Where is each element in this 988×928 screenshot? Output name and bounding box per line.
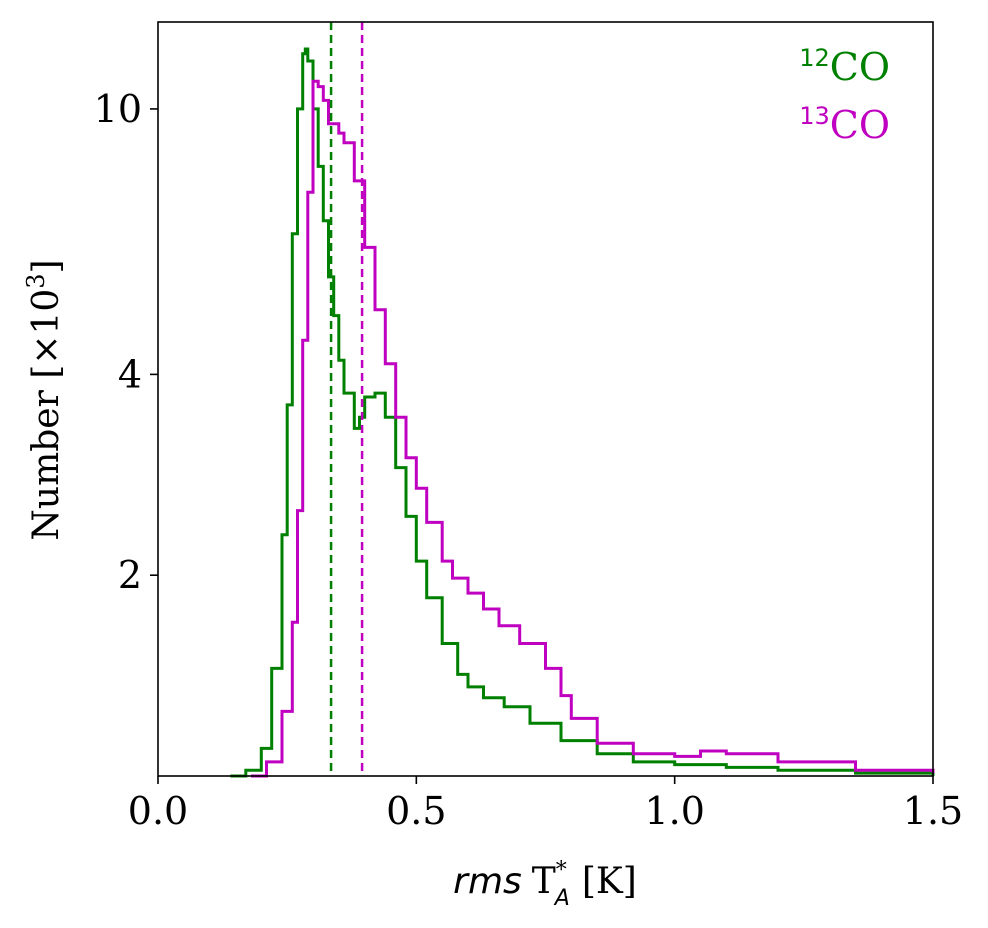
y-tick-label: 2 bbox=[118, 553, 142, 597]
legend-12co-sup: 12 bbox=[799, 44, 830, 72]
y-tick-label: 4 bbox=[118, 352, 142, 396]
median-layer bbox=[329, 22, 364, 776]
y-tick-label: 10 bbox=[94, 87, 142, 131]
legend: 12CO 13CO bbox=[799, 44, 890, 147]
y-axis-ticks: 2 4 10 bbox=[94, 87, 158, 597]
x-tick-label: 1.0 bbox=[644, 789, 704, 833]
x-axis-title-main: T bbox=[532, 861, 556, 902]
legend-13co-main: CO bbox=[830, 103, 890, 147]
y-axis-title: Number [×103] bbox=[22, 259, 67, 540]
legend-entry-12co: 12CO bbox=[799, 44, 890, 89]
x-axis-title-italic: rms bbox=[453, 861, 522, 902]
y-axis-title-close: ] bbox=[26, 259, 67, 273]
x-tick-label: 0.5 bbox=[386, 789, 446, 833]
x-axis-title-sup: * bbox=[556, 858, 567, 883]
x-axis-ticks: 0.0 0.5 1.0 1.5 bbox=[128, 776, 963, 833]
x-axis-title-unit: [K] bbox=[582, 861, 637, 902]
legend-13co-sup: 13 bbox=[799, 102, 830, 130]
plot-frame bbox=[157, 21, 934, 777]
x-axis-title: rms T* A [K] bbox=[453, 858, 637, 911]
series-layer bbox=[230, 47, 935, 778]
y-axis-title-sup: 3 bbox=[22, 273, 50, 288]
legend-entry-13co: 13CO bbox=[799, 102, 890, 147]
y-axis-title-text: Number [×10 bbox=[26, 289, 67, 541]
x-tick-label: 1.5 bbox=[903, 789, 963, 833]
x-axis-title-sub: A bbox=[553, 886, 570, 911]
x-tick-label: 0.0 bbox=[128, 789, 188, 833]
legend-12co-main: CO bbox=[830, 45, 890, 89]
series-12co-histogram bbox=[230, 47, 935, 778]
series-13co-histogram bbox=[251, 79, 935, 778]
